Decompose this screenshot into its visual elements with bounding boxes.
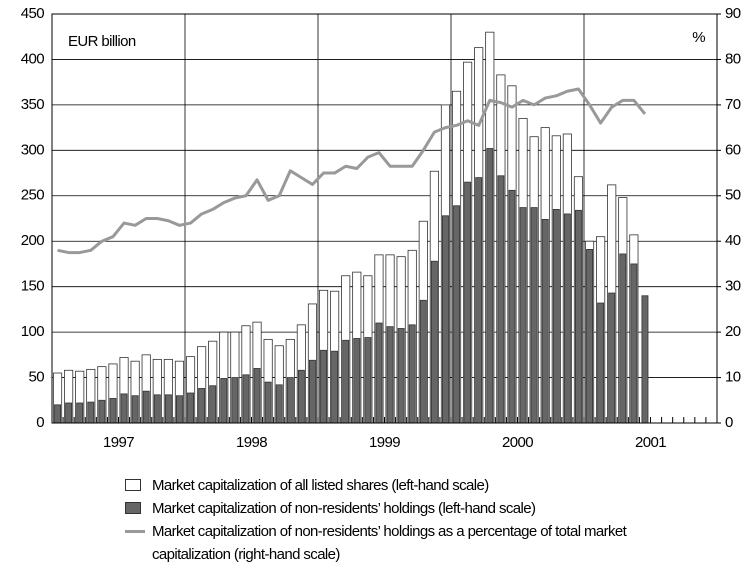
bar (187, 392, 194, 424)
bar (563, 213, 571, 424)
bar (497, 175, 505, 424)
bar (65, 402, 73, 424)
y-tick-label: 100 (21, 323, 44, 340)
legend: Market capitalization of all listed shar… (125, 474, 685, 566)
legend-item: Market capitalization of non-residents’ … (125, 520, 685, 566)
bar (76, 402, 84, 424)
bar (231, 377, 239, 424)
chart: EUR billion % 05010015020025030035040045… (21, 5, 742, 451)
bar (353, 338, 361, 424)
bar (342, 339, 350, 424)
plot-frame (51, 13, 718, 424)
y-tick-label: 350 (21, 96, 44, 113)
bar (541, 219, 549, 424)
y2-tick-label: 40 (725, 232, 741, 249)
y-tick-label: 50 (29, 369, 45, 386)
bar (153, 394, 161, 424)
bar (109, 398, 117, 424)
bar (552, 209, 560, 424)
bar (464, 181, 472, 424)
legend-label: Market capitalization of non-residents’ … (152, 523, 627, 563)
y2-tick-label: 80 (725, 50, 741, 67)
bar (264, 381, 272, 424)
bar (597, 302, 605, 424)
bar (397, 328, 405, 424)
bar (586, 249, 593, 424)
y2-tick-label: 90 (725, 5, 741, 22)
y-tick-label: 400 (21, 50, 44, 67)
y-tick-label: 150 (21, 278, 44, 295)
x-tick-label: 2000 (502, 434, 533, 451)
bar (486, 148, 494, 424)
bar (375, 322, 383, 424)
bar (309, 359, 316, 424)
y2-tick-label: 30 (725, 278, 741, 295)
y-tick-label: 300 (21, 141, 44, 158)
bar (142, 390, 150, 424)
bar (198, 388, 206, 424)
x-tick-label: 1997 (103, 434, 134, 451)
bar (386, 326, 394, 424)
y2-tick-label: 20 (725, 323, 741, 340)
bar (442, 215, 449, 424)
bar (630, 263, 638, 424)
bar (430, 260, 438, 424)
bar (131, 395, 139, 424)
y2-tick-label: 60 (725, 141, 741, 158)
bar (120, 393, 128, 424)
bar (608, 292, 616, 424)
bar (275, 384, 283, 424)
y2-tick-label: 10 (725, 369, 741, 386)
bar (619, 253, 627, 424)
bar (176, 395, 183, 424)
y-tick-label: 450 (21, 5, 44, 22)
y-tick-label: 0 (36, 414, 44, 431)
x-tick-label: 1998 (236, 434, 267, 451)
bar (575, 209, 582, 424)
bar (297, 369, 305, 424)
bar (364, 337, 372, 424)
legend-item: Market capitalization of all listed shar… (125, 474, 685, 497)
legend-label: Market capitalization of all listed shar… (152, 477, 489, 494)
y2-tick-label: 0 (725, 414, 733, 431)
y2-axis-label: % (692, 29, 705, 46)
bar (408, 324, 416, 424)
bar (87, 401, 95, 424)
legend-marker (125, 479, 141, 491)
y-tick-label: 250 (21, 187, 44, 204)
bar (475, 177, 483, 424)
bar (220, 378, 228, 424)
bar (98, 399, 106, 424)
bar (530, 207, 538, 424)
bar (209, 385, 217, 424)
bar (286, 377, 294, 424)
bar (331, 350, 339, 424)
bar (253, 368, 261, 424)
y-tick-label: 200 (21, 232, 44, 249)
bar (320, 349, 327, 424)
bar (508, 189, 516, 424)
y2-tick-label: 70 (725, 96, 741, 113)
bar (641, 295, 649, 424)
x-tick-label: 2001 (635, 434, 666, 451)
bar (242, 374, 250, 424)
legend-label: Market capitalization of non-residents’ … (152, 500, 536, 517)
legend-item: Market capitalization of non-residents’ … (125, 497, 685, 520)
bar (419, 299, 427, 424)
line (57, 87, 647, 255)
bar (54, 404, 61, 424)
legend-marker (125, 502, 141, 514)
bar (453, 205, 460, 424)
x-tick-label: 1999 (369, 434, 400, 451)
y-axis-label: EUR billion (68, 33, 136, 50)
legend-marker (125, 530, 145, 533)
bar (519, 207, 527, 424)
bar (164, 394, 172, 424)
y2-tick-label: 50 (725, 187, 741, 204)
